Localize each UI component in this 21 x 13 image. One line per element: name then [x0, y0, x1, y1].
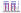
Bar: [8, 4, 9, 12]
Bar: [4, 6, 5, 12]
Bar: [3, 7, 4, 12]
Bar: [7, 6, 8, 12]
Legend: MYEL-vakuutetut, MATA-vakuutetut, Eläkkeensaajat: MYEL-vakuutetut, MATA-vakuutetut, Eläkke…: [0, 0, 21, 5]
Bar: [6, 7, 7, 12]
Bar: [5, 3, 6, 12]
Bar: [14, 4, 15, 12]
Bar: [16, 8, 17, 12]
Bar: [13, 6, 14, 12]
Bar: [17, 5, 18, 12]
Bar: [11, 4, 12, 12]
Bar: [10, 6, 11, 12]
